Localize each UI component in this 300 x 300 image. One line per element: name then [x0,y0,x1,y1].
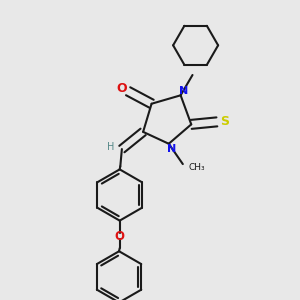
Text: S: S [220,116,229,128]
Text: N: N [167,144,176,154]
Text: O: O [115,230,125,243]
Text: CH₃: CH₃ [188,163,205,172]
Text: H: H [107,142,114,152]
Text: O: O [116,82,127,94]
Text: N: N [179,85,188,96]
